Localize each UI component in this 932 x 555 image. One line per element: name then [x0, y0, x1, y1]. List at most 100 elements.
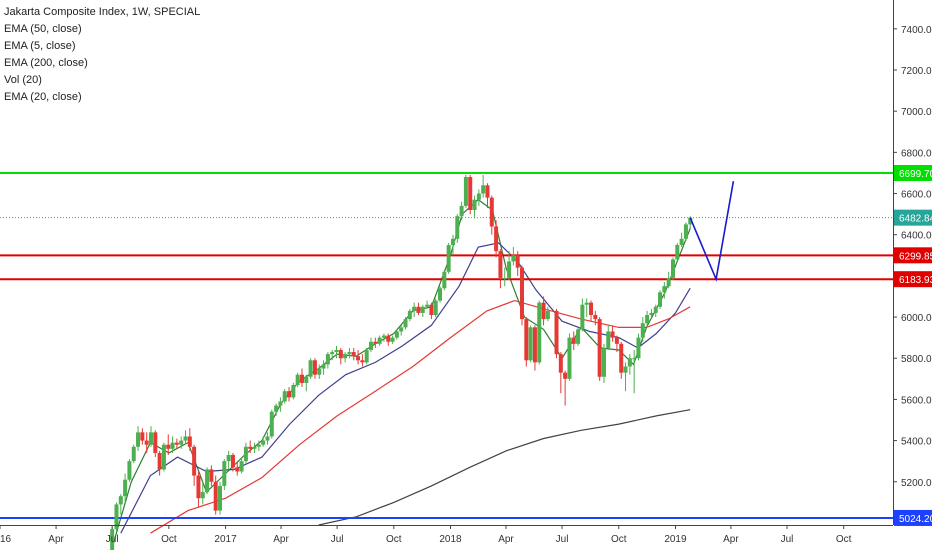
- candle-body: [373, 342, 377, 344]
- candle-body: [611, 331, 615, 337]
- candle: [296, 373, 300, 387]
- candle-body: [537, 303, 541, 363]
- candle: [632, 350, 636, 393]
- candle-body: [524, 319, 528, 360]
- candle-body: [507, 261, 511, 277]
- candle: [421, 305, 425, 317]
- candle: [498, 249, 502, 288]
- candle: [671, 257, 675, 280]
- candle-body: [684, 224, 688, 238]
- candle-body: [641, 323, 645, 337]
- candle-body: [248, 447, 252, 449]
- indicator-vol-20[interactable]: Vol (20): [4, 72, 200, 89]
- candle-body: [278, 401, 282, 405]
- candle: [533, 325, 537, 370]
- time-tick-label: Jul: [331, 534, 344, 545]
- candle: [391, 336, 395, 344]
- candle-body: [188, 436, 192, 446]
- candle-body: [516, 255, 520, 267]
- candle-body: [598, 319, 602, 377]
- indicator-ema-200[interactable]: EMA (200, close): [4, 55, 200, 72]
- candle-body: [649, 313, 653, 315]
- candle: [339, 348, 343, 364]
- candle-body: [343, 354, 347, 358]
- candle-body: [546, 311, 550, 319]
- price-tick-label: 5200.00: [901, 478, 932, 489]
- horizontal-levels: [0, 173, 893, 518]
- candle: [244, 443, 248, 464]
- candle: [481, 175, 485, 198]
- candle: [149, 426, 153, 447]
- candle-body: [645, 315, 649, 323]
- candle: [300, 369, 304, 388]
- level-label: 5024.20: [899, 514, 932, 525]
- time-tick-label: Jul: [106, 534, 119, 545]
- candle: [580, 299, 584, 332]
- ema-line: [319, 410, 691, 525]
- candle: [196, 471, 200, 506]
- candle-body: [425, 305, 429, 307]
- candle: [503, 268, 507, 287]
- candle: [404, 317, 408, 329]
- candle-body: [585, 303, 589, 305]
- candle: [408, 309, 412, 321]
- candle: [127, 459, 131, 482]
- candle-body: [274, 406, 278, 412]
- candle-body: [283, 391, 287, 401]
- chart-title[interactable]: Jakarta Composite Index, 1W, SPECIAL: [4, 4, 200, 21]
- candle-body: [347, 352, 351, 354]
- candles: [106, 175, 692, 550]
- candle-body: [209, 469, 213, 481]
- candle-body: [602, 348, 606, 377]
- candle-body: [468, 177, 472, 210]
- indicator-ema-20[interactable]: EMA (20, close): [4, 89, 200, 106]
- candle-body: [382, 336, 386, 338]
- candle-body: [662, 286, 666, 292]
- candle: [222, 459, 226, 490]
- candle-body: [429, 305, 433, 315]
- candle-body: [490, 198, 494, 227]
- candle-body: [339, 350, 343, 358]
- candle: [585, 299, 589, 318]
- candle-body: [615, 338, 619, 344]
- candle: [611, 325, 615, 341]
- indicator-ema-5[interactable]: EMA (5, close): [4, 38, 200, 55]
- time-tick-label: 2019: [664, 534, 687, 545]
- indicator-ema-50[interactable]: EMA (50, close): [4, 21, 200, 38]
- candle-body: [265, 436, 269, 440]
- candle-body: [201, 492, 205, 498]
- candle-body: [485, 185, 489, 197]
- candle-body: [464, 177, 468, 206]
- time-tick-label: Apr: [48, 534, 64, 545]
- candle: [572, 331, 576, 350]
- candle-body: [555, 311, 559, 354]
- candle: [153, 430, 157, 457]
- candle: [473, 196, 477, 219]
- candle: [309, 358, 313, 379]
- candle: [382, 334, 386, 342]
- candle-body: [300, 375, 304, 383]
- candle-body: [416, 307, 420, 313]
- candle: [511, 247, 515, 266]
- candle-body: [580, 305, 584, 330]
- candle-body: [559, 354, 563, 373]
- candle-body: [451, 239, 455, 245]
- price-tick-label: 6400.00: [901, 231, 932, 242]
- candle-body: [434, 301, 438, 315]
- projection-line: [690, 181, 733, 279]
- candle-body: [473, 200, 477, 210]
- candle-body: [369, 342, 373, 350]
- projection-path: [690, 181, 733, 279]
- candle: [442, 270, 446, 291]
- candle-body: [356, 356, 360, 360]
- candle-body: [412, 307, 416, 311]
- candle-body: [291, 385, 295, 397]
- time-tick-label: 2016: [0, 534, 12, 545]
- candle: [524, 317, 528, 366]
- candle-body: [395, 331, 399, 337]
- candle: [343, 352, 347, 362]
- candle: [322, 360, 326, 374]
- candle: [378, 336, 382, 346]
- candle-body: [158, 453, 162, 469]
